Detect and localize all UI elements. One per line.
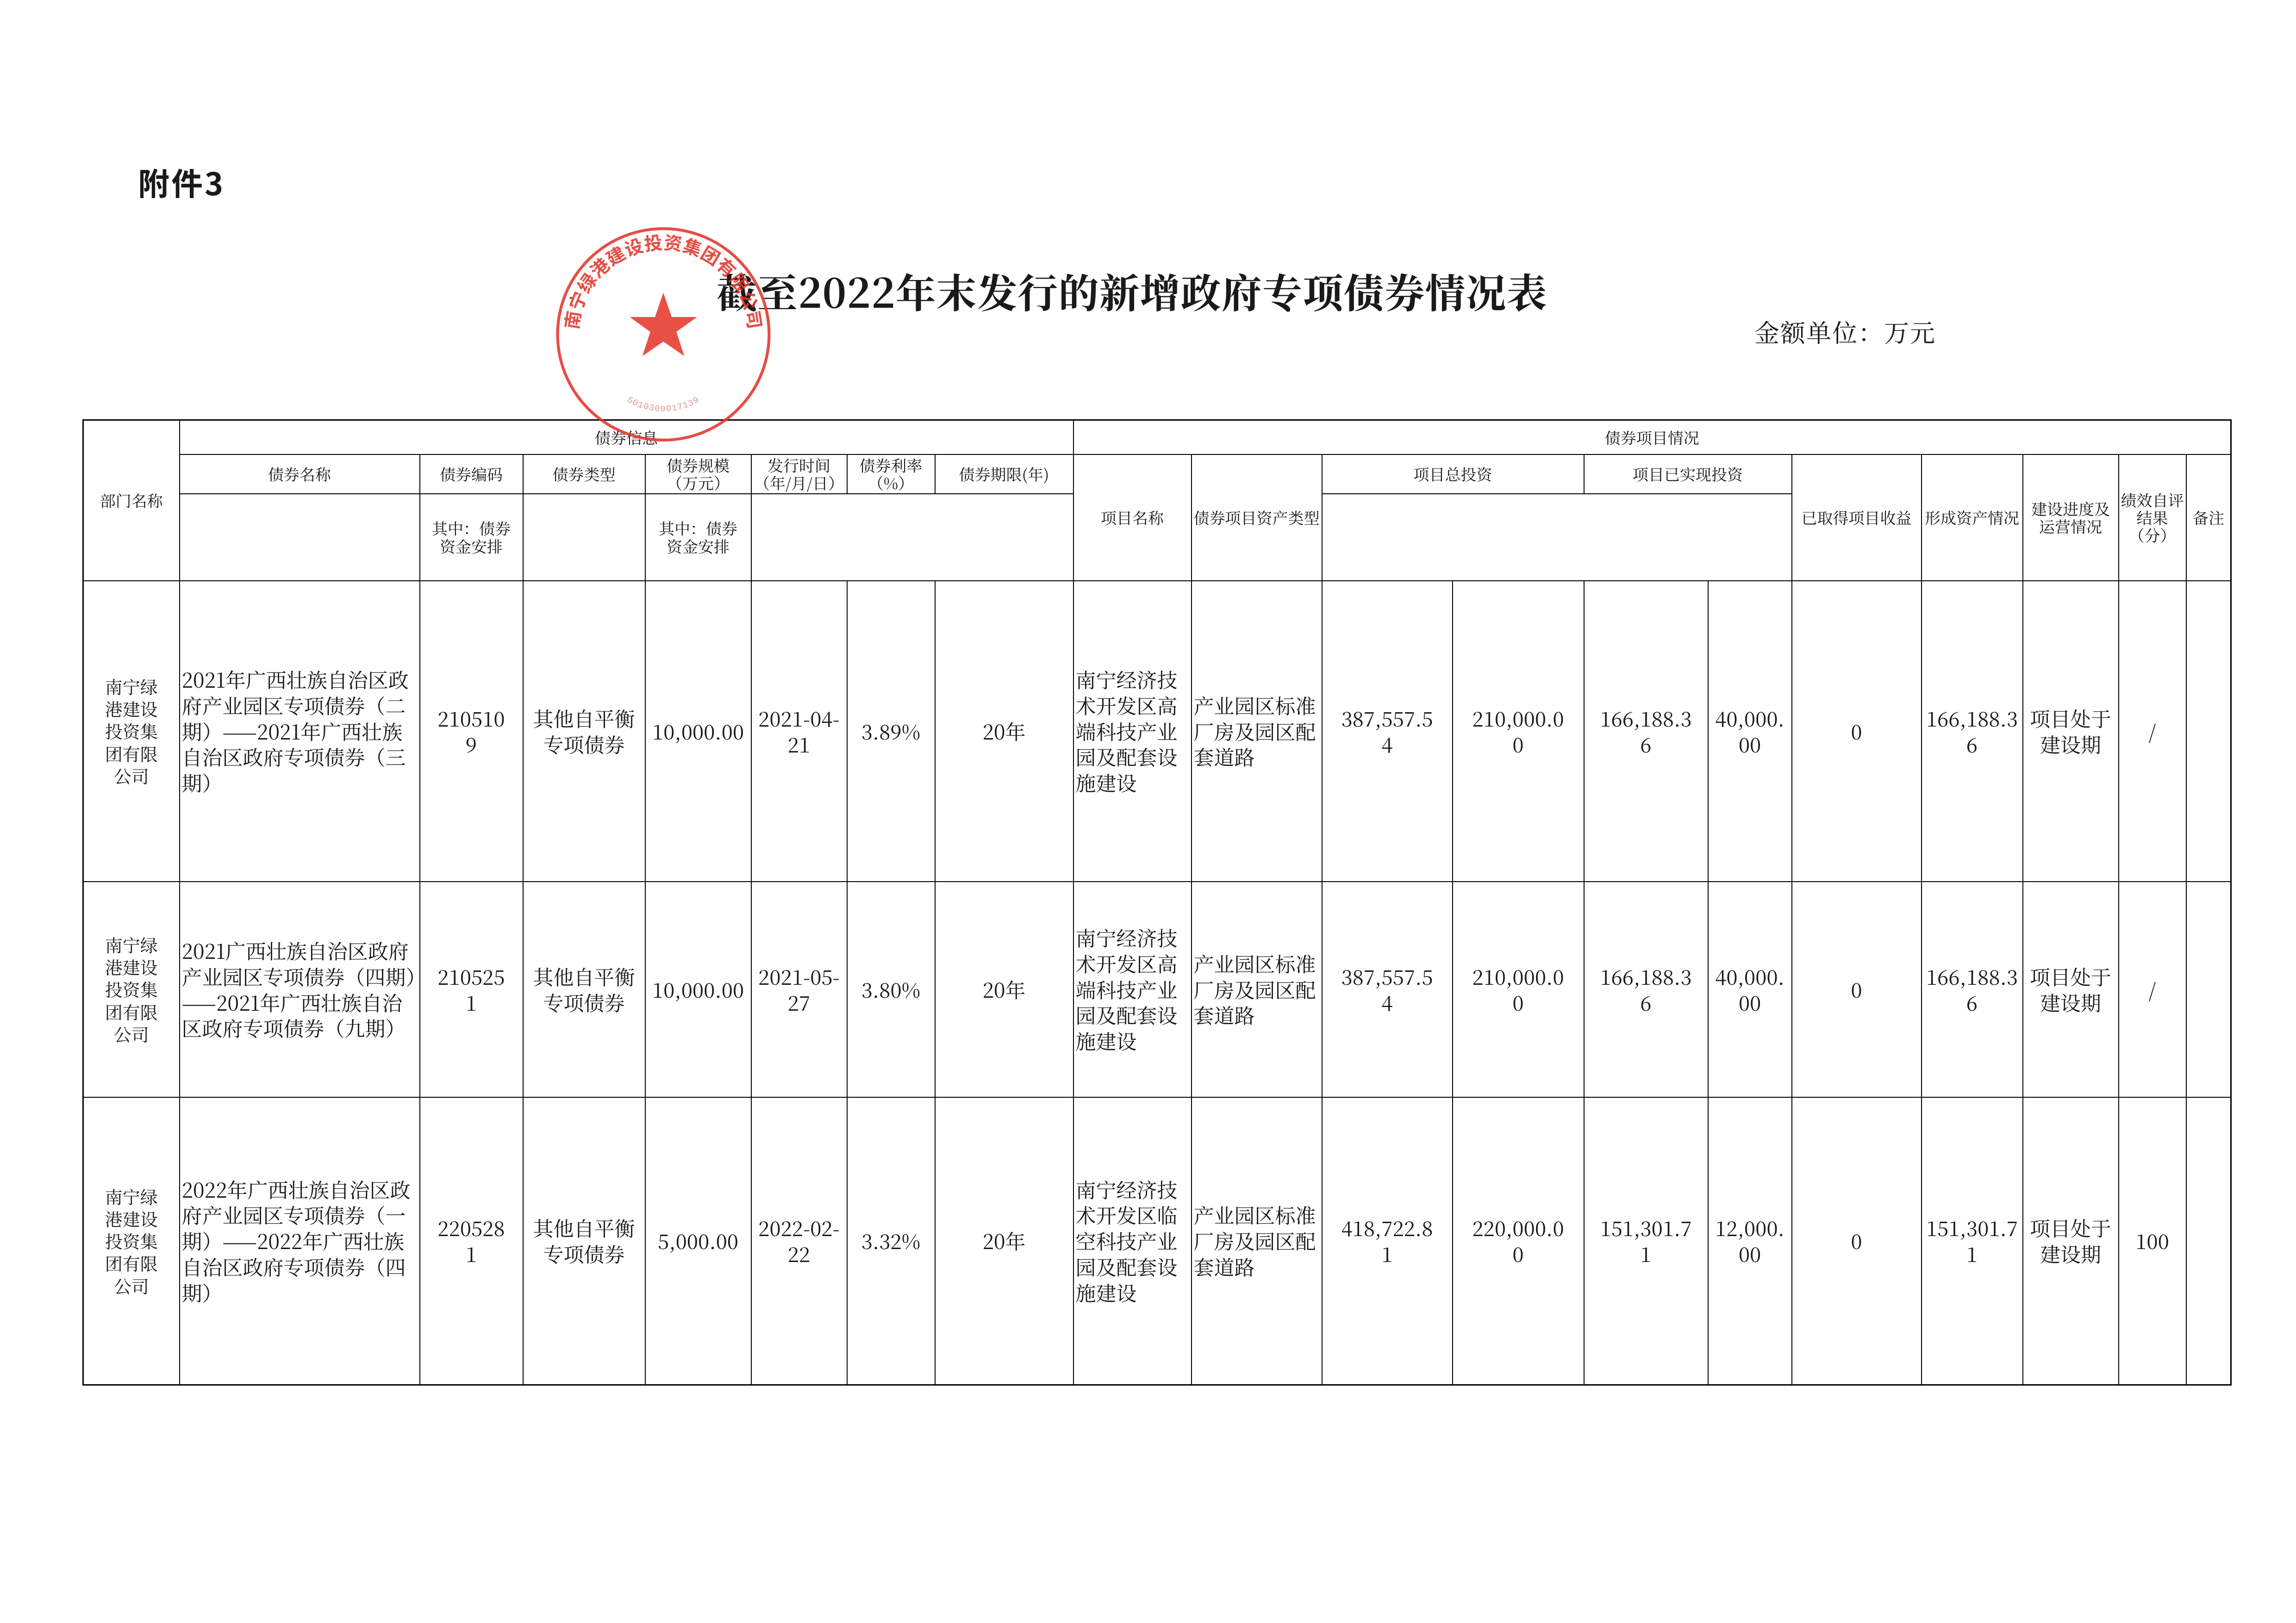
svg-text:5010300017139: 5010300017139 (625, 395, 701, 414)
